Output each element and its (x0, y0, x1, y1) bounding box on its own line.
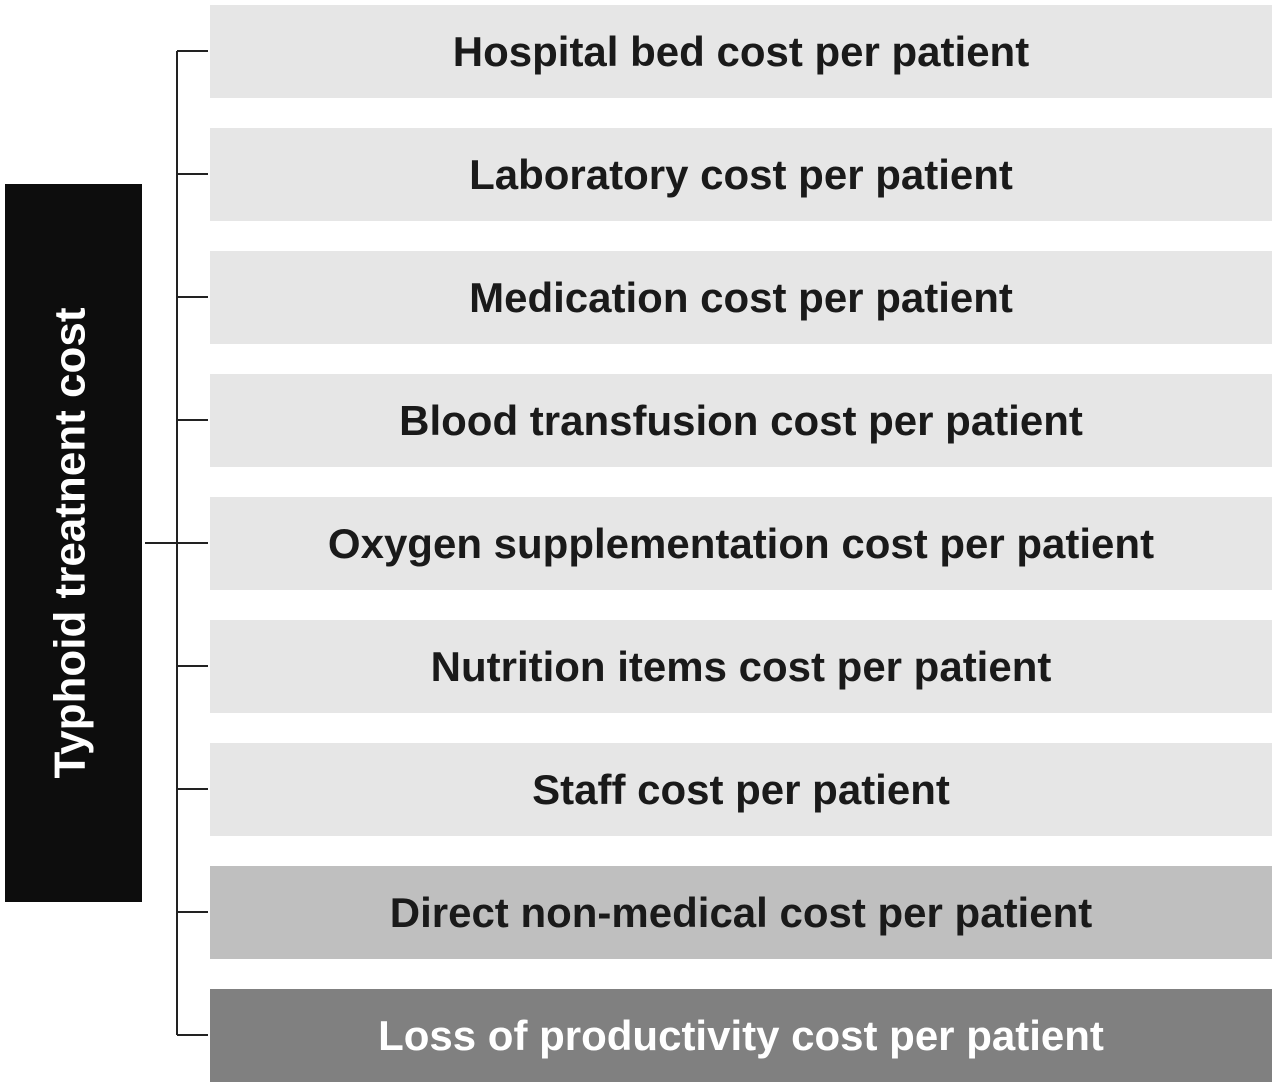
node-box: Direct non-medical cost per patient (210, 866, 1272, 959)
ticks (177, 50, 208, 1036)
root-label: Typhoid treatnent cost (46, 307, 95, 778)
node-box: Loss of productivity cost per patient (210, 989, 1272, 1082)
node-box: Laboratory cost per patient (210, 128, 1272, 221)
node-box: Staff cost per patient (210, 743, 1272, 836)
root-box (5, 184, 142, 902)
node-box: Medication cost per patient (210, 251, 1272, 344)
node-box: Blood transfusion cost per patient (210, 374, 1272, 467)
node-box: Oxygen supplementation cost per patient (210, 497, 1272, 590)
node-box: Hospital bed cost per patient (210, 5, 1272, 98)
node-box: Nutrition items cost per patient (210, 620, 1272, 713)
